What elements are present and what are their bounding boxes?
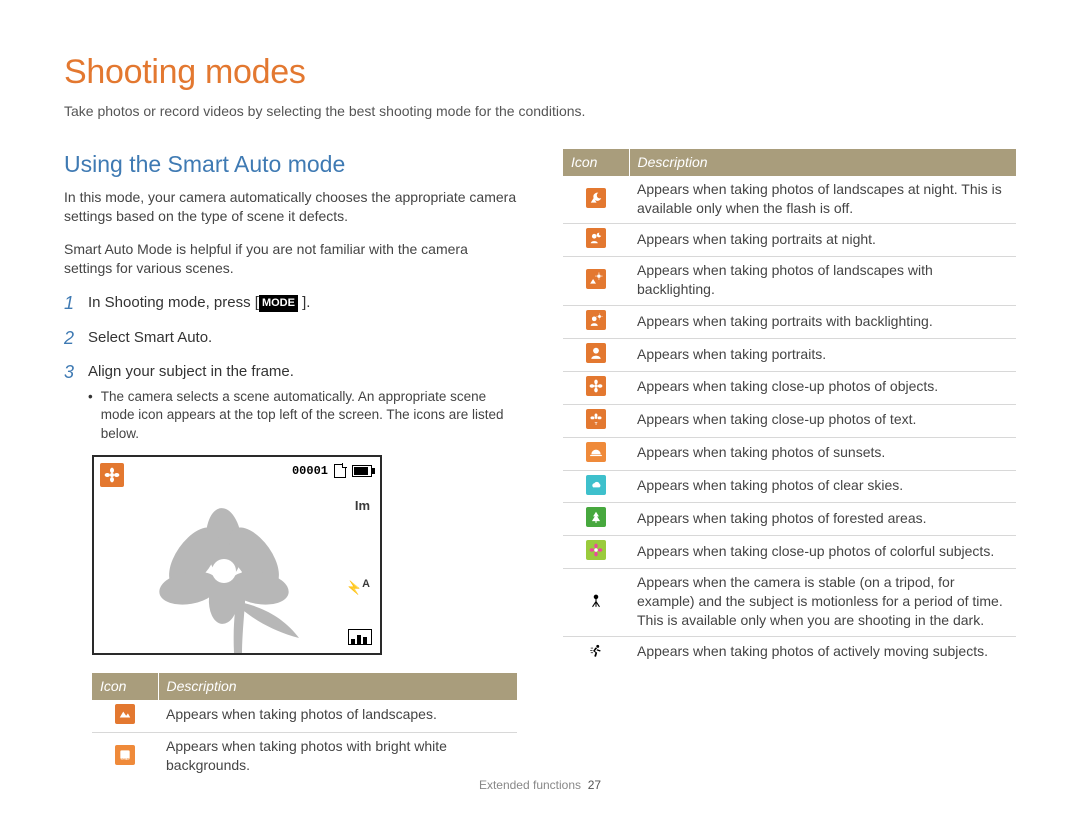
table-row: Appears when taking photos of forested a… — [563, 503, 1016, 536]
row-desc: Appears when taking photos of sunsets. — [629, 437, 1016, 470]
section-p1: In this mode, your camera automatically … — [64, 188, 517, 226]
macro-color-icon — [586, 540, 606, 560]
lcd-counter: 00001 — [292, 463, 328, 479]
white-bg-icon: WHITE — [115, 745, 135, 765]
table-row: Appears when taking photos of landscapes… — [92, 700, 517, 732]
row-desc: Appears when taking portraits at night. — [629, 224, 1016, 257]
flower-illustration — [124, 483, 324, 653]
lcd-preview: 00001 Im ⚡A — [92, 455, 382, 655]
step-3: Align your subject in the frame. — [88, 360, 517, 382]
step-number: 1 — [64, 291, 78, 315]
svg-text:T: T — [595, 421, 598, 426]
table-row: T Appears when taking close-up photos of… — [563, 404, 1016, 437]
th-desc: Description — [158, 673, 517, 700]
macro-icon — [100, 463, 124, 487]
night-landscape-icon — [586, 188, 606, 208]
row-desc: Appears when taking photos of actively m… — [629, 636, 1016, 668]
page-title: Shooting modes — [64, 50, 1016, 96]
night-portrait-icon — [586, 228, 606, 248]
portrait-icon — [586, 343, 606, 363]
step-1: In Shooting mode, press [MODE ]. — [88, 291, 517, 315]
macro-text-icon: T — [586, 409, 606, 429]
lcd-flash: ⚡A — [346, 577, 370, 597]
table-row: Appears when taking portraits at night. — [563, 224, 1016, 257]
section-p2: Smart Auto Mode is helpful if you are no… — [64, 240, 517, 278]
step-number: 2 — [64, 326, 78, 350]
table-row: Appears when taking close-up photos of o… — [563, 371, 1016, 404]
table-row: Appears when taking photos of sunsets. — [563, 437, 1016, 470]
row-desc: Appears when taking photos of clear skie… — [629, 470, 1016, 503]
lcd-meter-icon — [348, 629, 372, 645]
table-row: Appears when taking photos of landscapes… — [563, 257, 1016, 306]
sunset-icon — [586, 442, 606, 462]
row-desc: Appears when taking close-up photos of t… — [629, 404, 1016, 437]
backlight-land-icon — [586, 269, 606, 289]
row-desc: Appears when taking close-up photos of o… — [629, 371, 1016, 404]
th-desc: Description — [629, 149, 1016, 176]
th-icon: Icon — [92, 673, 158, 700]
step-number: 3 — [64, 360, 78, 443]
macro-icon — [586, 376, 606, 396]
row-desc: Appears when taking photos of landscapes… — [629, 176, 1016, 224]
th-icon: Icon — [563, 149, 629, 176]
table-row: Appears when taking close-up photos of c… — [563, 536, 1016, 569]
step-3-bullet: The camera selects a scene automatically… — [88, 388, 517, 443]
table-row: Appears when taking photos of clear skie… — [563, 470, 1016, 503]
row-desc: Appears when taking portraits. — [629, 339, 1016, 372]
page-footer: Extended functions 27 — [0, 777, 1080, 793]
mode-badge: MODE — [259, 295, 298, 312]
left-icon-table: Icon Description Appears when taking pho… — [92, 673, 517, 781]
sd-icon — [334, 464, 346, 478]
row-desc: Appears when taking photos of landscapes… — [158, 700, 517, 732]
tripod-icon — [586, 591, 606, 611]
row-desc: Appears when taking portraits with backl… — [629, 306, 1016, 339]
table-row: Appears when the camera is stable (on a … — [563, 569, 1016, 637]
section-heading: Using the Smart Auto mode — [64, 149, 517, 180]
table-row: Appears when taking photos of actively m… — [563, 636, 1016, 668]
table-row: Appears when taking portraits with backl… — [563, 306, 1016, 339]
clear-sky-icon — [586, 475, 606, 495]
row-desc: Appears when taking photos of forested a… — [629, 503, 1016, 536]
page-subtitle: Take photos or record videos by selectin… — [64, 102, 1016, 121]
row-desc: Appears when taking photos of landscapes… — [629, 257, 1016, 306]
row-desc: Appears when taking close-up photos of c… — [629, 536, 1016, 569]
forest-icon — [586, 507, 606, 527]
svg-text:WHITE: WHITE — [119, 757, 131, 761]
table-row: Appears when taking photos of landscapes… — [563, 176, 1016, 224]
step-2: Select Smart Auto. — [88, 326, 517, 350]
table-row: WHITE Appears when taking photos with br… — [92, 732, 517, 780]
steps-list: 1 In Shooting mode, press [MODE ]. 2 Sel… — [64, 291, 517, 443]
landscape-icon — [115, 704, 135, 724]
battery-icon — [352, 465, 372, 477]
backlight-port-icon — [586, 310, 606, 330]
right-icon-table: Icon Description Appears when taking pho… — [563, 149, 1016, 669]
lcd-size: Im — [355, 497, 370, 515]
row-desc: Appears when taking photos with bright w… — [158, 732, 517, 780]
table-row: Appears when taking portraits. — [563, 339, 1016, 372]
row-desc: Appears when the camera is stable (on a … — [629, 569, 1016, 637]
action-icon — [586, 641, 606, 661]
